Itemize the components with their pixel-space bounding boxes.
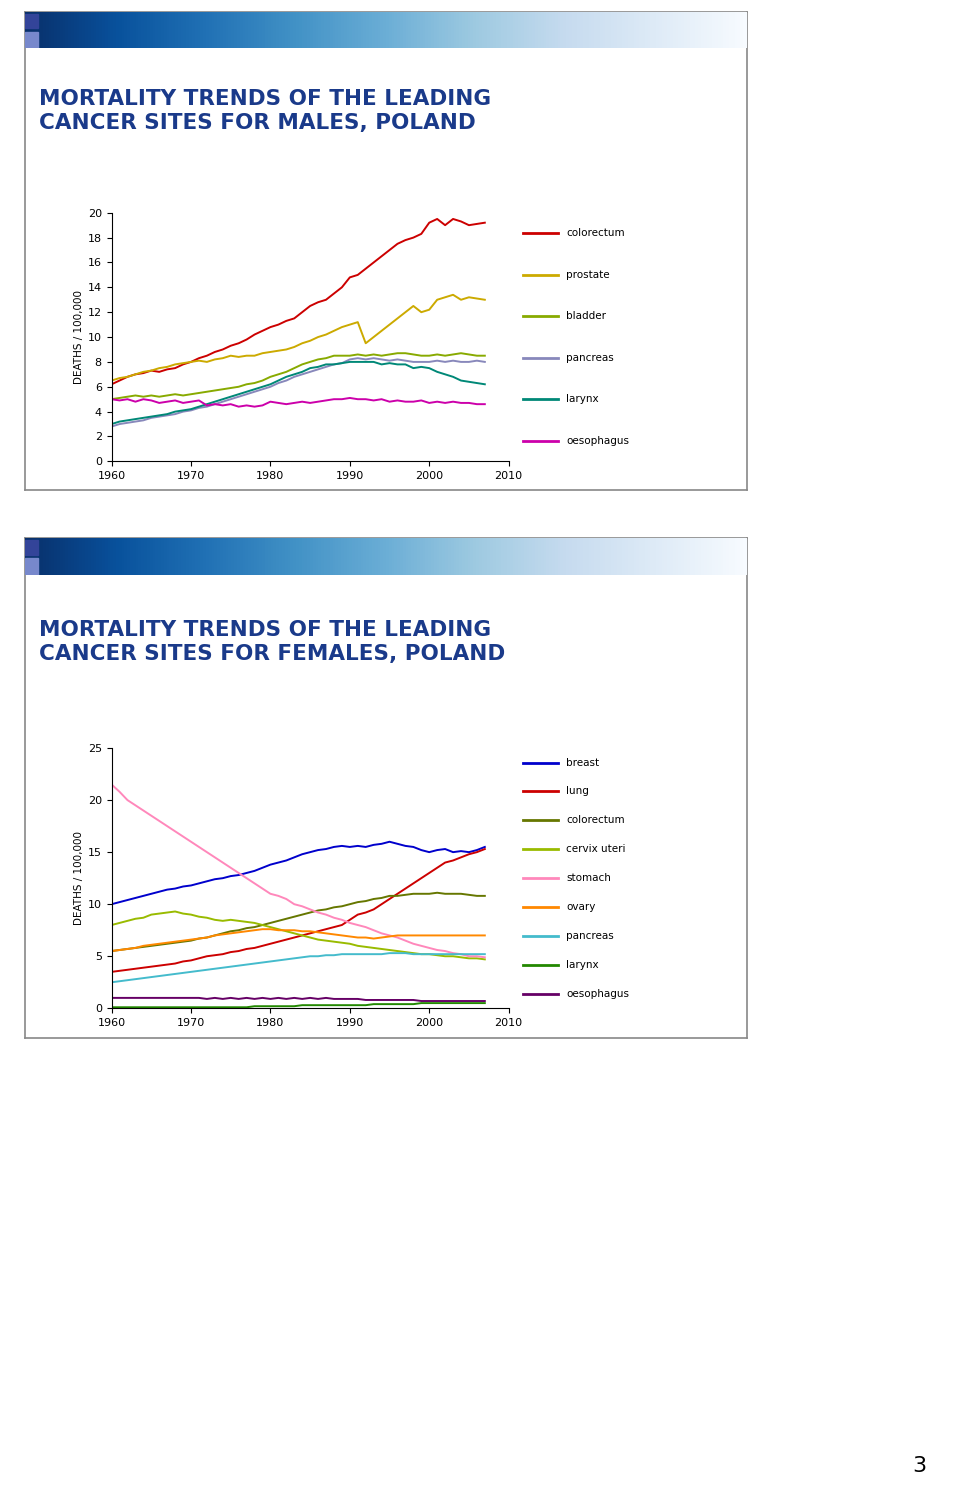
Text: breast: breast (566, 757, 599, 768)
Text: pancreas: pancreas (566, 931, 613, 941)
Text: ovary: ovary (566, 902, 595, 913)
Text: bladder: bladder (566, 311, 606, 321)
Text: larynx: larynx (566, 394, 599, 405)
Y-axis label: DEATHS / 100,000: DEATHS / 100,000 (74, 831, 84, 925)
Text: prostate: prostate (566, 270, 610, 279)
Text: oesophagus: oesophagus (566, 436, 629, 445)
Text: lung: lung (566, 786, 588, 796)
Bar (25, 541, 38, 554)
Text: pancreas: pancreas (566, 353, 613, 363)
Text: larynx: larynx (566, 961, 599, 970)
Bar (25, 559, 38, 575)
Text: cervix uteri: cervix uteri (566, 844, 626, 855)
Text: stomach: stomach (566, 872, 611, 883)
Text: oesophagus: oesophagus (566, 989, 629, 999)
Text: 3: 3 (912, 1457, 926, 1476)
Bar (25, 15, 38, 28)
Bar (25, 31, 38, 48)
Text: colorectum: colorectum (566, 229, 625, 239)
Text: colorectum: colorectum (566, 816, 625, 825)
Y-axis label: DEATHS / 100,000: DEATHS / 100,000 (74, 290, 84, 384)
Text: MORTALITY TRENDS OF THE LEADING
CANCER SITES FOR MALES, POLAND: MORTALITY TRENDS OF THE LEADING CANCER S… (39, 90, 492, 133)
Text: MORTALITY TRENDS OF THE LEADING
CANCER SITES FOR FEMALES, POLAND: MORTALITY TRENDS OF THE LEADING CANCER S… (39, 620, 506, 663)
